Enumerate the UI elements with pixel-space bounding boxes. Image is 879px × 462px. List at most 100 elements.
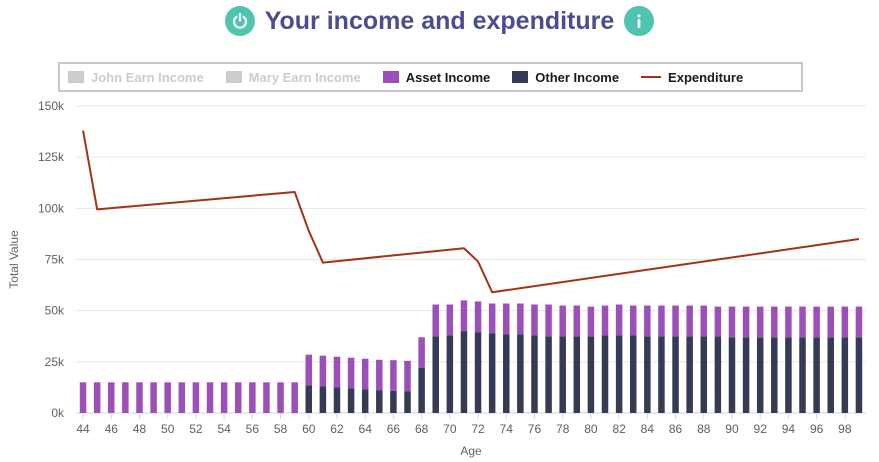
bar-asset-income [756,306,764,338]
x-tick-label: 54 [217,422,231,436]
x-tick-label: 64 [359,422,373,436]
bar-other-income [855,337,863,413]
bar-asset-income [517,303,524,335]
bar-other-income [742,337,750,413]
bar-asset-income [361,358,369,390]
bar-other-income [319,386,327,413]
bar-asset-income [841,306,849,338]
bar-other-income [813,337,820,413]
bar-asset-income [629,305,637,336]
x-tick-label: 52 [189,422,203,436]
bar-asset-income [728,306,736,338]
legend-swatch [641,76,662,78]
bar-other-income [615,335,623,413]
bar-other-income [841,337,849,413]
bar-asset-income [305,354,313,386]
bar-asset-income [164,382,171,413]
bar-asset-income [587,306,595,337]
legend-item-asset-income[interactable]: Asset Income [382,69,491,85]
legend-label: John Earn Income [91,69,204,85]
legend-label: Expenditure [668,69,744,85]
x-tick-label: 44 [76,422,90,436]
x-tick-label: 66 [387,422,401,436]
power-icon[interactable] [224,6,255,36]
bar-asset-income [347,357,355,389]
bar-asset-income [488,303,496,334]
x-tick-label: 78 [556,422,570,436]
bar-asset-income [432,304,439,337]
legend-item-other-income[interactable]: Other Income [512,70,619,85]
y-axis-title: Total Value [7,230,21,289]
legend-item-john-earn-income[interactable]: John Earn Income [68,70,204,85]
x-axis-title: Age [460,444,482,458]
legend-swatch [68,71,84,83]
x-tick-label: 56 [246,422,260,436]
x-tick-label: 48 [133,422,147,436]
bar-other-income [474,332,482,413]
y-tick-label: 100k [38,201,65,215]
legend-label: Other Income [535,69,620,85]
x-tick-label: 96 [810,422,824,436]
x-tick-label: 82 [612,422,626,436]
bar-other-income [785,337,792,413]
y-tick-label: 150k [38,99,65,113]
bar-asset-income [658,305,665,337]
bar-asset-income [150,382,157,413]
bar-other-income [531,335,538,413]
x-tick-label: 86 [669,422,683,436]
bar-asset-income [404,360,411,392]
legend-item-mary-earn-income[interactable]: Mary Earn Income [225,70,361,85]
bar-asset-income [644,305,651,337]
bar-asset-income [418,337,425,368]
bar-other-income [672,336,679,413]
bar-asset-income [601,305,609,336]
y-tick-label: 25k [45,355,65,369]
bar-asset-income [813,306,820,338]
bar-other-income [700,336,708,413]
bar-asset-income [531,304,538,336]
bar-asset-income [446,304,454,336]
bar-other-income [686,336,693,413]
bar-other-income [503,334,510,413]
legend-label: Asset Income [405,69,491,85]
y-tick-label: 75k [45,253,65,267]
x-tick-label: 62 [330,422,344,436]
bar-asset-income [545,304,552,337]
x-tick-label: 98 [838,422,852,436]
bar-other-income [390,390,397,413]
bar-asset-income [827,306,834,338]
bar-asset-income [93,382,101,413]
page-title: Your income and expenditure [264,6,615,35]
bar-asset-income [390,360,397,391]
x-tick-label: 76 [528,422,542,436]
legend-item-expenditure[interactable]: Expenditure [641,70,743,85]
bar-asset-income [855,306,863,338]
bar-asset-income [799,306,806,338]
bar-asset-income [573,305,581,337]
bar-asset-income [672,305,679,337]
bar-other-income [488,333,496,413]
bar-asset-income [263,382,270,413]
x-tick-label: 60 [302,422,316,436]
y-tick-label: 50k [45,304,65,318]
bar-asset-income [234,382,242,413]
bar-asset-income [192,382,200,413]
bar-asset-income [108,382,115,413]
x-tick-label: 92 [754,422,768,436]
bar-asset-income [319,355,327,387]
bar-asset-income [686,305,693,337]
bar-asset-income [771,306,778,338]
bar-other-income [446,335,454,413]
bar-asset-income [277,382,284,413]
legend-swatch [382,71,399,83]
bar-other-income [517,334,524,413]
bar-asset-income [503,303,510,335]
x-tick-label: 58 [274,422,288,436]
info-icon[interactable] [624,6,655,36]
bar-other-income [771,337,778,413]
bar-other-income [587,336,595,413]
bar-other-income [418,367,425,413]
x-tick-label: 68 [415,422,429,436]
bar-other-income [305,385,313,413]
